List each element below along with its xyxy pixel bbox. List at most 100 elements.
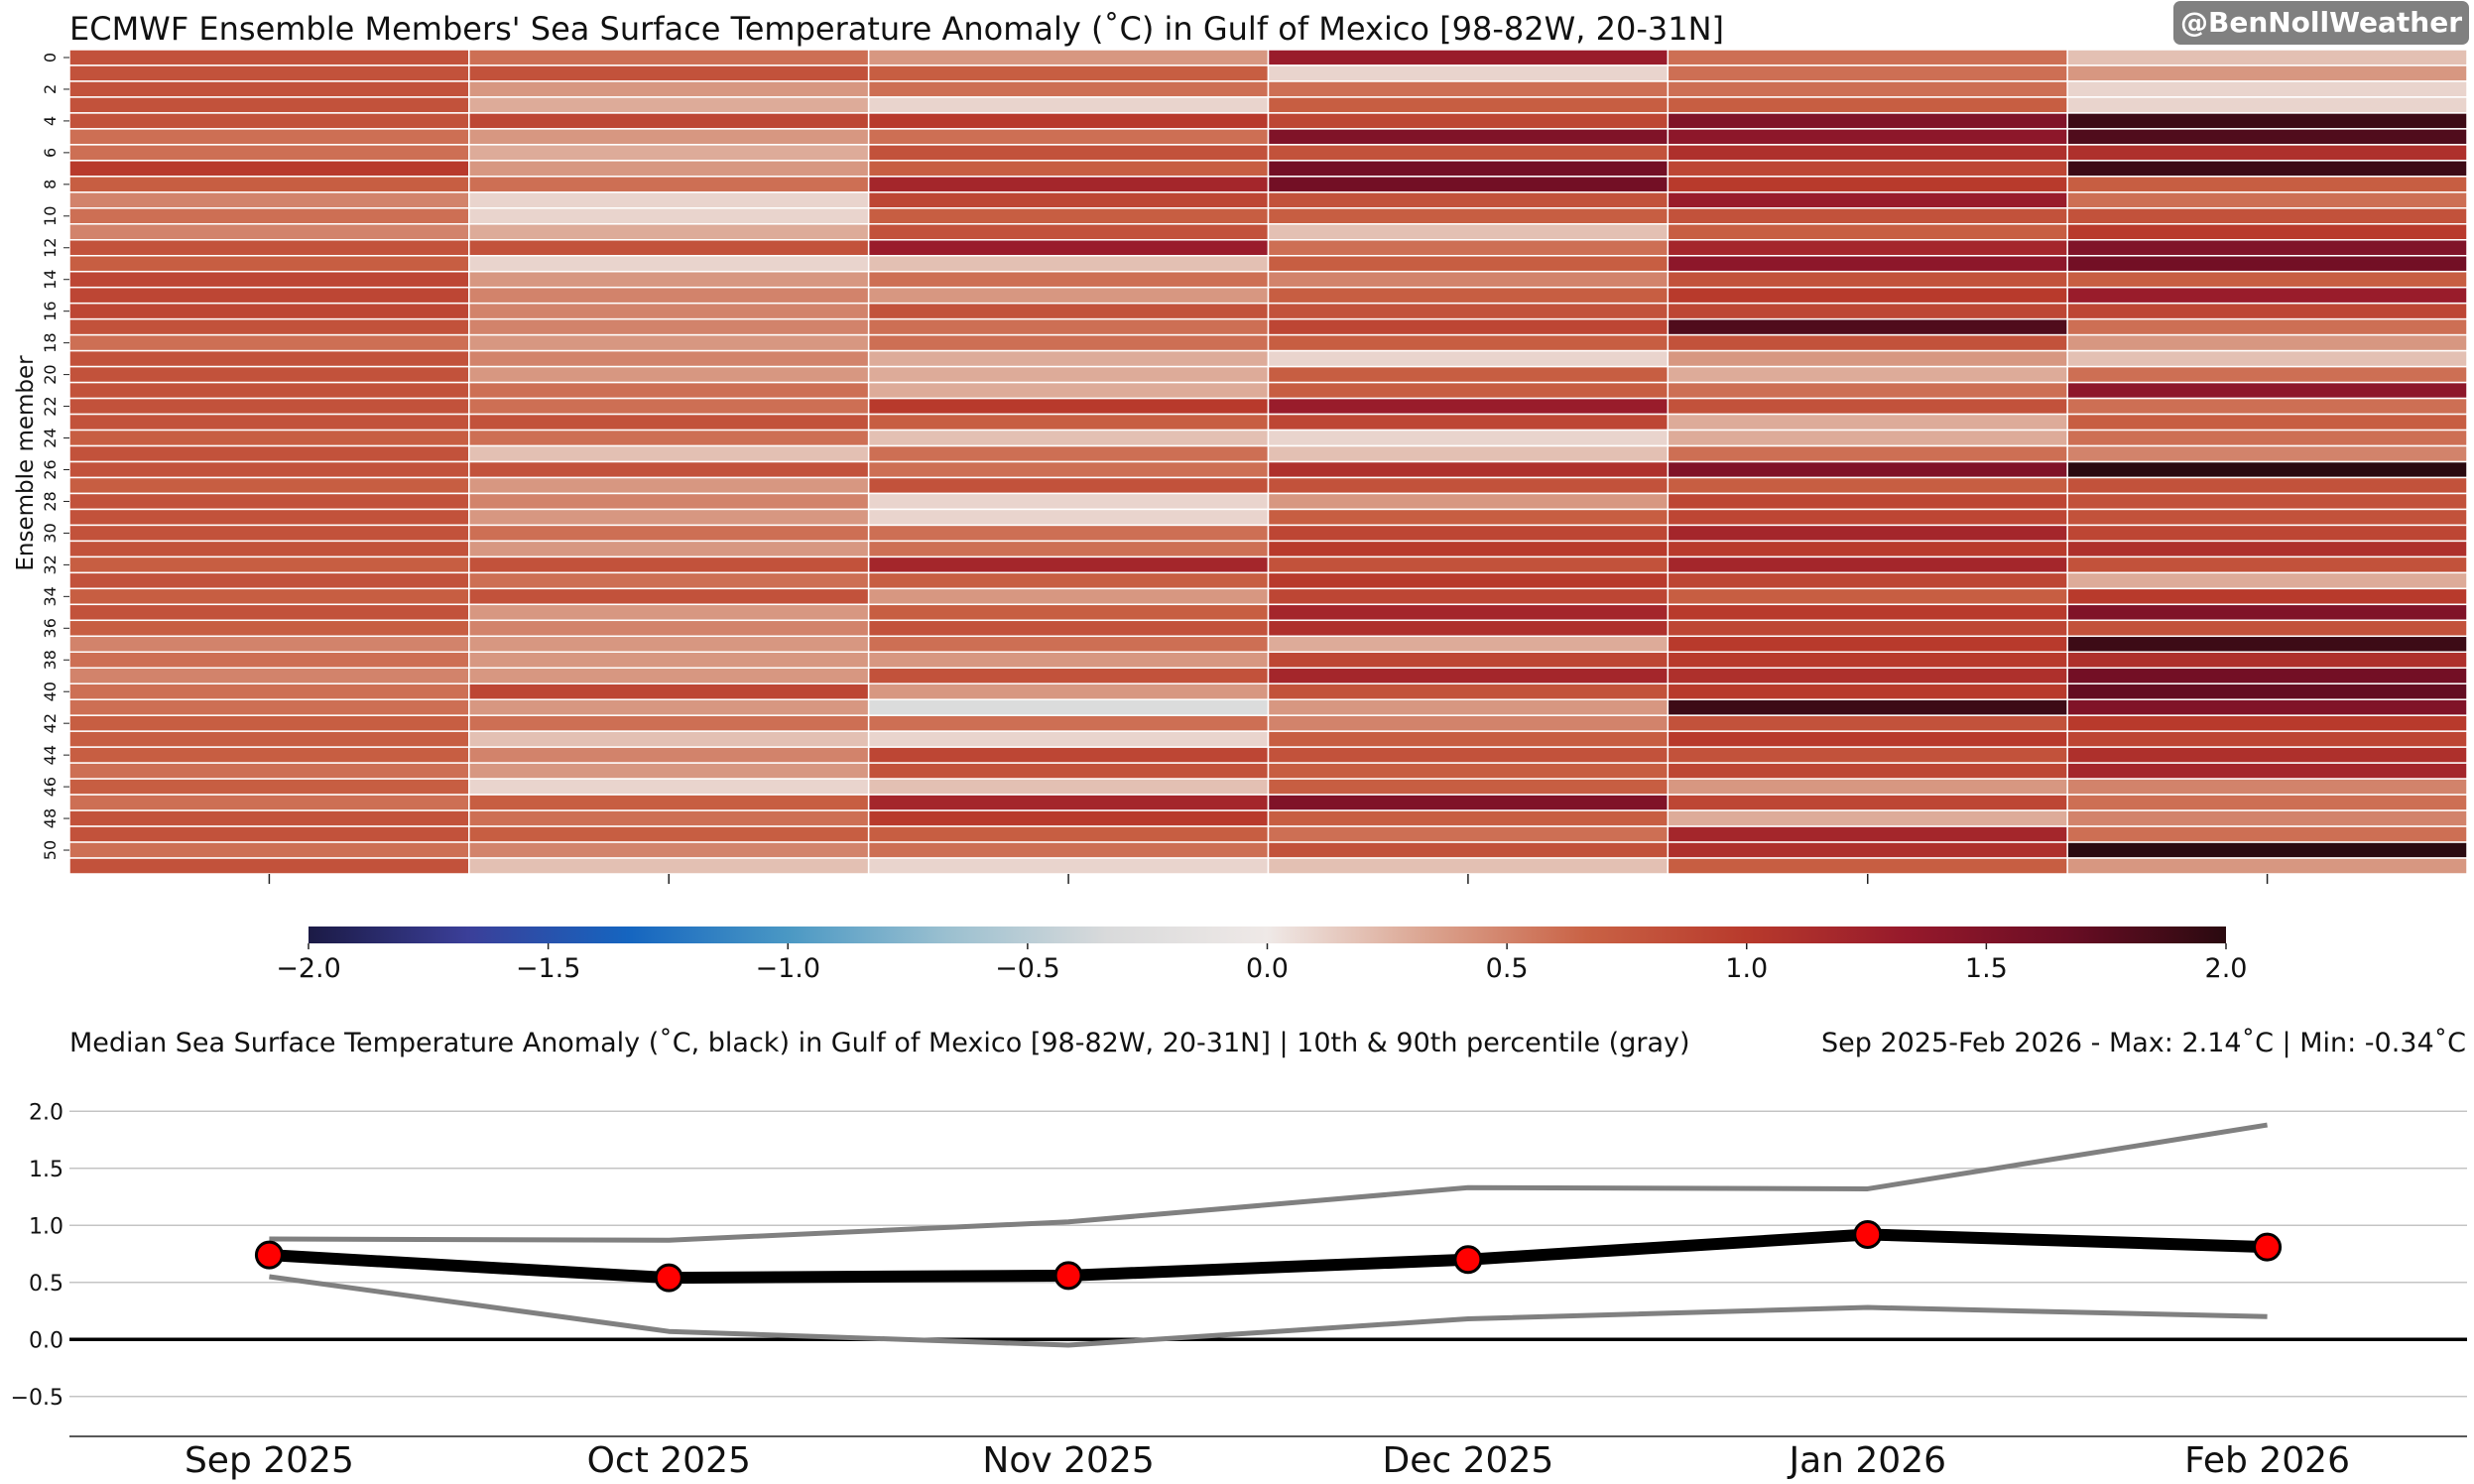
heatmap-cell — [867, 397, 1270, 416]
heatmap-cell — [1267, 809, 1670, 827]
heatmap-cell — [468, 841, 870, 859]
heatmap-cell — [1667, 160, 2068, 178]
heatmap-cell — [1667, 682, 2068, 700]
heatmap-cell — [1267, 492, 1670, 511]
heatmap-cell — [2066, 698, 2468, 716]
colorbar-tick-label: −1.5 — [516, 953, 581, 984]
heatmap-cell — [468, 302, 870, 320]
heatmap-cell — [1267, 317, 1670, 336]
median-line — [269, 1228, 2268, 1285]
heatmap-cell — [468, 667, 870, 684]
heatmap-cell — [1267, 49, 1670, 66]
heatmap-cell — [1667, 714, 2068, 732]
heatmap-cell — [468, 476, 870, 495]
heatmap-cell — [68, 302, 470, 320]
heatmap-cell — [2066, 619, 2468, 638]
heatmap-cell — [867, 682, 1270, 700]
heatmap-cell — [2066, 651, 2468, 669]
heatmap-cell — [1667, 96, 2068, 114]
heatmap-cell — [867, 714, 1270, 732]
heatmap-cell — [2066, 762, 2468, 780]
heatmap-cell — [68, 176, 470, 193]
heatmap-y-tick-label: 10 — [41, 206, 60, 226]
heatmap-cell — [867, 556, 1270, 574]
heatmap-cell — [1267, 667, 1670, 684]
line-chart-x-tick-label: Dec 2025 — [1383, 1440, 1554, 1481]
heatmap-cell — [1267, 160, 1670, 178]
heatmap-cell — [867, 349, 1270, 368]
heatmap-y-tick-label: 20 — [41, 364, 60, 384]
heatmap-cell — [468, 682, 870, 700]
heatmap-cell — [2066, 160, 2468, 178]
heatmap-cell — [867, 270, 1270, 289]
heatmap-cell — [468, 444, 870, 463]
heatmap-cell — [1267, 508, 1670, 527]
heatmap-cell — [1267, 476, 1670, 495]
heatmap-cell — [68, 730, 470, 748]
heatmap-cell — [1667, 223, 2068, 241]
heatmap-cell — [468, 714, 870, 732]
heatmap-y-tick-label: 38 — [41, 650, 60, 670]
heatmap-cell — [867, 286, 1270, 305]
heatmap-cell — [1667, 270, 2068, 289]
heatmap-cell — [68, 64, 470, 82]
heatmap-cell — [1667, 619, 2068, 638]
heatmap-cell — [2066, 144, 2468, 162]
colorbar-tick-label: −2.0 — [276, 953, 341, 984]
heatmap-cell — [468, 809, 870, 827]
heatmap-cell — [867, 429, 1270, 447]
line-chart-y-tick-label: 1.0 — [29, 1214, 63, 1239]
heatmap-cell — [68, 667, 470, 684]
heatmap-cell — [1667, 64, 2068, 82]
heatmap-cell — [68, 429, 470, 447]
heatmap-cell — [1267, 80, 1670, 98]
heatmap-cell — [1667, 144, 2068, 162]
heatmap-cell — [2066, 778, 2468, 796]
heatmap-cell — [468, 635, 870, 654]
heatmap-cell — [68, 80, 470, 98]
heatmap-cell — [1267, 64, 1670, 82]
heatmap-cell — [1667, 128, 2068, 146]
line-chart-y-tick-label: 2.0 — [29, 1100, 63, 1125]
heatmap-cell — [468, 96, 870, 114]
line-chart-x-ticks: Sep 2025 Oct 2025 Nov 2025 Dec 2025 Jan 2026… — [185, 1440, 2350, 1481]
heatmap-cell — [468, 619, 870, 638]
heatmap-cell — [867, 667, 1270, 684]
heatmap-cell — [1267, 128, 1670, 146]
heatmap-cell — [468, 128, 870, 146]
heatmap-cell — [867, 128, 1270, 146]
heatmap-cell — [2066, 556, 2468, 574]
heatmap-cell — [68, 397, 470, 416]
heatmap-y-tick-label: 48 — [41, 808, 60, 828]
heatmap-cell — [1267, 825, 1670, 843]
heatmap-cell — [1267, 365, 1670, 384]
heatmap-cell — [2066, 128, 2468, 146]
heatmap-y-tick-label: 28 — [41, 491, 60, 511]
heatmap-cell — [68, 160, 470, 178]
heatmap-cell — [2066, 239, 2468, 257]
heatmap-cell — [1267, 635, 1670, 654]
heatmap-cell — [2066, 49, 2468, 66]
heatmap-cell — [1667, 239, 2068, 257]
percentile-90-line — [269, 1122, 2268, 1243]
median-point — [1453, 1245, 1483, 1275]
heatmap-cells — [68, 49, 2468, 875]
heatmap-cell — [1667, 191, 2068, 209]
heatmap-cell — [2066, 64, 2468, 82]
heatmap-cell — [468, 349, 870, 368]
heatmap-cell — [68, 635, 470, 654]
heatmap-cell — [2066, 317, 2468, 336]
heatmap-cell — [468, 191, 870, 209]
heatmap-cell — [2066, 524, 2468, 543]
heatmap-cell — [1267, 730, 1670, 748]
heatmap-cell — [1667, 746, 2068, 764]
heatmap-cell — [867, 587, 1270, 606]
heatmap-cell — [468, 160, 870, 178]
heatmap-cell — [867, 508, 1270, 527]
line-chart-x-tick-label: Nov 2025 — [982, 1440, 1154, 1481]
heatmap-cell — [1667, 762, 2068, 780]
heatmap-y-ticks: 0246810121416182022242628303234363840424… — [41, 53, 69, 860]
heatmap-y-axis-label: Ensemble member — [13, 355, 39, 571]
heatmap-cell — [468, 651, 870, 669]
heatmap-cell — [1667, 49, 2068, 66]
